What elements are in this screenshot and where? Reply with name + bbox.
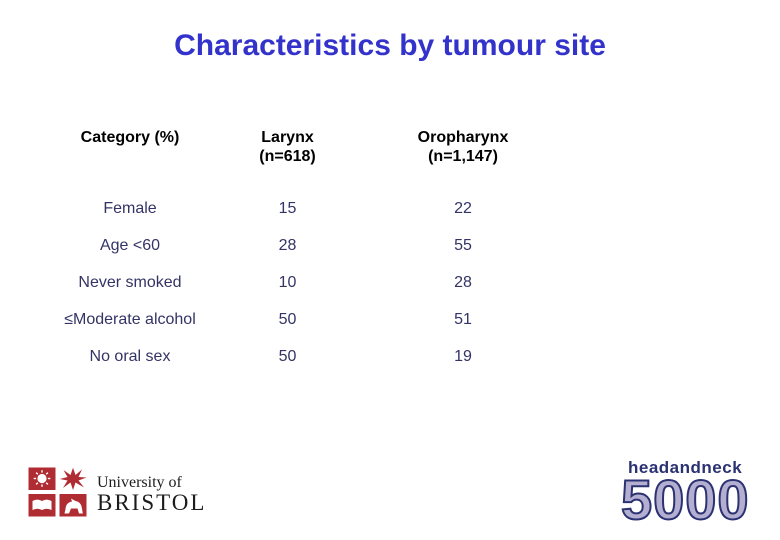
cell-larynx-value: 15	[278, 199, 297, 217]
column-header-larynx: Larynx (n=618)	[230, 128, 345, 166]
bristol-crest-icon	[28, 467, 88, 522]
cell-larynx-value: 10	[278, 273, 297, 291]
headandneck-5000-logo: headandneck 5000	[620, 458, 771, 531]
column-header-oropharynx-name: Oropharynx	[417, 129, 509, 146]
table-body: Female 15 22 Age <60 28 55 Never smoked …	[30, 190, 581, 375]
column-header-category: Category (%)	[80, 129, 180, 146]
university-of-bristol-logo: University of BRISTOL	[28, 467, 206, 522]
column-header-larynx-name: Larynx	[261, 129, 314, 146]
cell-category: Age <60	[99, 236, 161, 254]
cell-category: Never smoked	[78, 273, 182, 291]
cell-category: Female	[103, 199, 157, 217]
column-header-oropharynx-n: (n=1,147)	[428, 148, 498, 165]
table-row: Age <60 28 55	[30, 227, 581, 264]
table-row: Never smoked 10 28	[30, 264, 581, 301]
headandneck-5000-number: 5000	[620, 468, 750, 531]
cell-category: ≤Moderate alcohol	[64, 310, 196, 328]
cell-oropharynx-value: 55	[454, 236, 472, 254]
cell-oropharynx-value: 22	[454, 199, 472, 217]
characteristics-table: Category (%) Larynx (n=618) Oropharynx (…	[30, 128, 581, 375]
bristol-wordmark-line2: BRISTOL	[97, 490, 207, 515]
table-row: No oral sex 50 19	[30, 338, 581, 375]
table-row: Female 15 22	[30, 190, 581, 227]
cell-larynx-value: 50	[278, 347, 297, 365]
bristol-wordmark: University of BRISTOL	[97, 474, 206, 514]
cell-larynx-value: 50	[278, 310, 297, 328]
column-header-larynx-n: (n=618)	[259, 148, 316, 165]
page-title: Characteristics by tumour site	[174, 29, 606, 62]
cell-category: No oral sex	[89, 347, 171, 365]
cell-oropharynx-value: 28	[454, 273, 472, 291]
table-row: ≤Moderate alcohol 50 51	[30, 301, 581, 338]
cell-oropharynx-value: 19	[454, 347, 472, 365]
bristol-wordmark-line1: University of	[97, 474, 182, 491]
cell-larynx-value: 28	[278, 236, 297, 254]
table-header-row: Category (%) Larynx (n=618) Oropharynx (…	[30, 128, 581, 166]
cell-oropharynx-value: 51	[454, 310, 472, 328]
headandneck-wordmark: headandneck	[628, 458, 743, 477]
column-header-oropharynx: Oropharynx (n=1,147)	[345, 128, 581, 166]
